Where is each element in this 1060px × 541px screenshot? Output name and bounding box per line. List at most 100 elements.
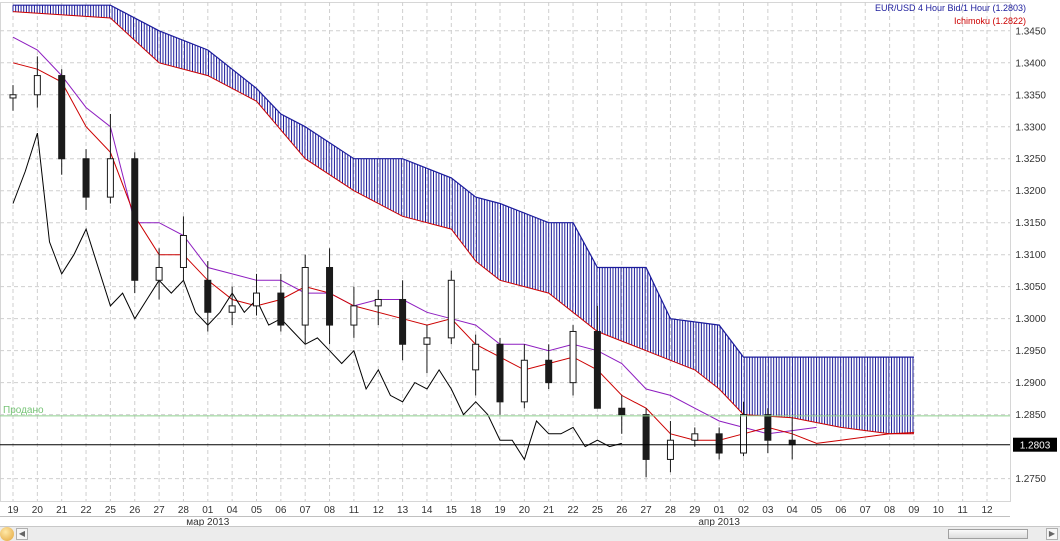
candle-down [642,414,650,460]
x-tick-label: 27 [641,505,653,516]
scroll-right-arrow-icon[interactable]: ▶ [1046,528,1058,540]
senkou-span-b-line [13,4,914,358]
x-tick-label: 19 [494,505,506,516]
month-label: апр 2013 [698,517,740,526]
x-tick-label: 22 [567,505,579,516]
x-tick-label: 27 [154,505,166,516]
x-tick-label: 03 [762,505,774,516]
candle-up [33,75,41,96]
y-tick-label: 1.3050 [1015,282,1046,293]
chikou-span-line [12,132,622,461]
candle-down [131,158,139,281]
x-tick-label: 09 [908,505,920,516]
y-tick-label: 1.3300 [1015,122,1046,133]
x-tick-label: 12 [981,505,993,516]
x-tick-label: 28 [178,505,190,516]
x-tick-label: 25 [105,505,117,516]
x-tick-label: 25 [592,505,604,516]
x-tick-label: 14 [421,505,433,516]
senkou-span-a-line [12,11,914,435]
plot-frame [0,2,1011,502]
candle-up [472,343,480,371]
horizontal-scrollbar[interactable]: ◀ ▶ [0,526,1060,541]
x-tick-label: 06 [275,505,287,516]
current-price-label: 1.2803 [1020,441,1051,452]
candle-down [277,292,285,326]
candle-up [301,266,309,326]
y-tick-label: 1.3450 [1015,26,1046,37]
kijun-sen-line [12,36,817,435]
grid [0,2,1011,502]
x-tick-label: 20 [519,505,531,516]
x-tick-label: 02 [738,505,750,516]
y-tick-label: 1.2950 [1015,346,1046,357]
x-tick-label: 01 [714,505,726,516]
y-tick-label: 1.3400 [1015,58,1046,69]
candle-down [593,330,601,409]
x-tick-label: 20 [32,505,44,516]
candle-down [545,359,553,384]
x-tick-label: 21 [543,505,555,516]
y-tick-label: 1.3200 [1015,186,1046,197]
candle-down [58,75,66,160]
x-tick-label: 29 [689,505,701,516]
x-tick-label: 06 [835,505,847,516]
x-tick-label: 21 [56,505,68,516]
x-tick-label: 01 [202,505,214,516]
candle-up [179,235,187,268]
x-tick-label: 07 [300,505,312,516]
candle-up [350,305,358,326]
candle-down [82,158,90,198]
x-tick-label: 05 [811,505,823,516]
candle-up [253,292,260,307]
scroll-thumb[interactable] [948,529,1028,539]
current-price-tag [1013,437,1057,452]
candle-down [764,414,772,441]
candle-up [155,266,163,281]
scroll-left-arrow-icon[interactable]: ◀ [16,528,28,540]
candle-down [618,407,626,416]
x-tick-label: 18 [470,505,482,516]
x-tick-label: 13 [397,505,409,516]
x-tick-label: 08 [324,505,336,516]
y-tick-label: 1.3000 [1015,314,1046,325]
price-candles [9,56,796,478]
candle-up [447,279,455,339]
candle-up [9,94,17,99]
y-tick-label: 1.2750 [1015,474,1046,485]
candle-up [423,337,431,345]
x-tick-label: 26 [616,505,628,516]
candle-up [691,433,699,441]
tenkan-sen-line [12,62,915,444]
indicator-legend: Ichimoku (1.2822) [953,16,1026,26]
month-label: мар 2013 [186,517,229,526]
x-tick-label: 08 [884,505,896,516]
x-tick-label: 26 [129,505,141,516]
candle-down [496,343,504,403]
x-tick-label: 22 [80,505,92,516]
sold-level-label: Продано [3,405,44,416]
candle-down [326,266,334,326]
x-tick-label: 15 [446,505,458,516]
x-tick-label: 19 [7,505,19,516]
candle-down [715,433,723,454]
candle-up [740,414,747,454]
y-tick-label: 1.3150 [1015,218,1046,229]
app-logo-icon [0,527,14,541]
axes: 1.3450 1.3400 1.3350 1.3300 1.3250 1.3200 1.31… [0,26,1046,526]
candle-down [788,439,796,446]
candle-up [106,158,114,198]
x-tick-label: 28 [665,505,677,516]
candle-up [520,359,528,403]
x-tick-label: 04 [787,505,799,516]
x-tick-label: 04 [227,505,239,516]
y-tick-label: 1.3250 [1015,154,1046,165]
candle-down [399,298,407,345]
y-tick-label: 1.3350 [1015,90,1046,101]
candle-up [666,439,674,460]
y-tick-label: 1.2850 [1015,410,1046,421]
y-tick-label: 1.3100 [1015,250,1046,261]
price-levels: Продано 1.2803 [0,405,1057,452]
x-tick-label: 11 [349,505,360,516]
